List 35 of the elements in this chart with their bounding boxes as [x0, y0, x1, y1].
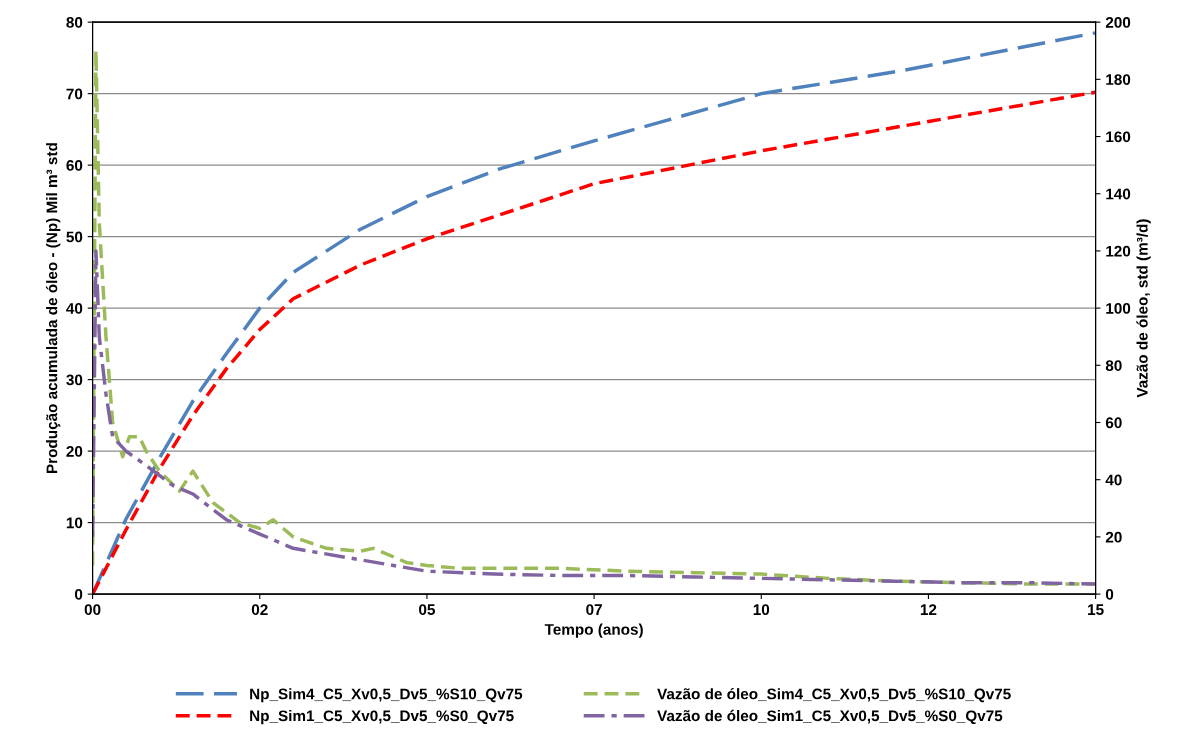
- x-axis-title: Tempo (anos): [544, 623, 643, 638]
- y2-tick-label: 40: [1105, 474, 1122, 486]
- y-tick-label: 60: [66, 160, 83, 171]
- y2-tick-label: 120: [1106, 245, 1131, 257]
- x-tick-label: 00: [84, 604, 101, 616]
- y2-tick-label: 20: [1105, 531, 1122, 543]
- y2-tick-label: 160: [1106, 131, 1131, 143]
- y-tick-label: 70: [66, 88, 83, 100]
- y-tick-label: 50: [66, 231, 83, 243]
- legend-label: Np_Sim4_C5_Xv0,5_Dv5_%S10_Qv75: [250, 688, 523, 703]
- y-tick-label: 10: [66, 517, 83, 529]
- y-tick-label: 20: [66, 445, 83, 457]
- legend-label: Vazão de óleo_Sim1_C5_Xv0,5_Dv5_%S0_Qv75: [657, 709, 1003, 725]
- x-tick-label: 12: [920, 604, 937, 615]
- y2-axis-title: Vazão de óleo, std (m³/d): [1136, 219, 1151, 398]
- x-tick-label: 07: [586, 604, 602, 616]
- y-axis-title: Produção acumulada de óleo - (Np) Mil m³ std: [45, 143, 61, 474]
- x-tick-label: 02: [251, 604, 268, 616]
- y2-tick-label: 60: [1105, 417, 1122, 429]
- y-tick-label: 80: [66, 17, 83, 28]
- legend-label: Np_Sim1_C5_Xv0,5_Dv5_%S0_Qv75: [250, 710, 514, 725]
- y2-tick-label: 100: [1106, 302, 1131, 314]
- x-tick-label: 10: [753, 604, 770, 616]
- y2-tick-label: 180: [1106, 74, 1131, 86]
- y-tick-label: 0: [74, 588, 83, 600]
- y2-tick-label: 140: [1106, 188, 1131, 200]
- legend-label: Vazão de óleo_Sim4_C5_Xv0,5_Dv5_%S10_Qv75: [657, 687, 1011, 703]
- line-series: [92, 249, 1096, 586]
- y-tick-label: 30: [66, 374, 83, 386]
- y-tick-label: 40: [66, 302, 83, 314]
- y2-tick-label: 0: [1105, 588, 1114, 600]
- y2-tick-label: 200: [1105, 17, 1131, 28]
- x-tick-label: 05: [419, 604, 435, 616]
- y2-tick-label: 80: [1105, 360, 1122, 371]
- x-tick-label: 15: [1088, 604, 1104, 616]
